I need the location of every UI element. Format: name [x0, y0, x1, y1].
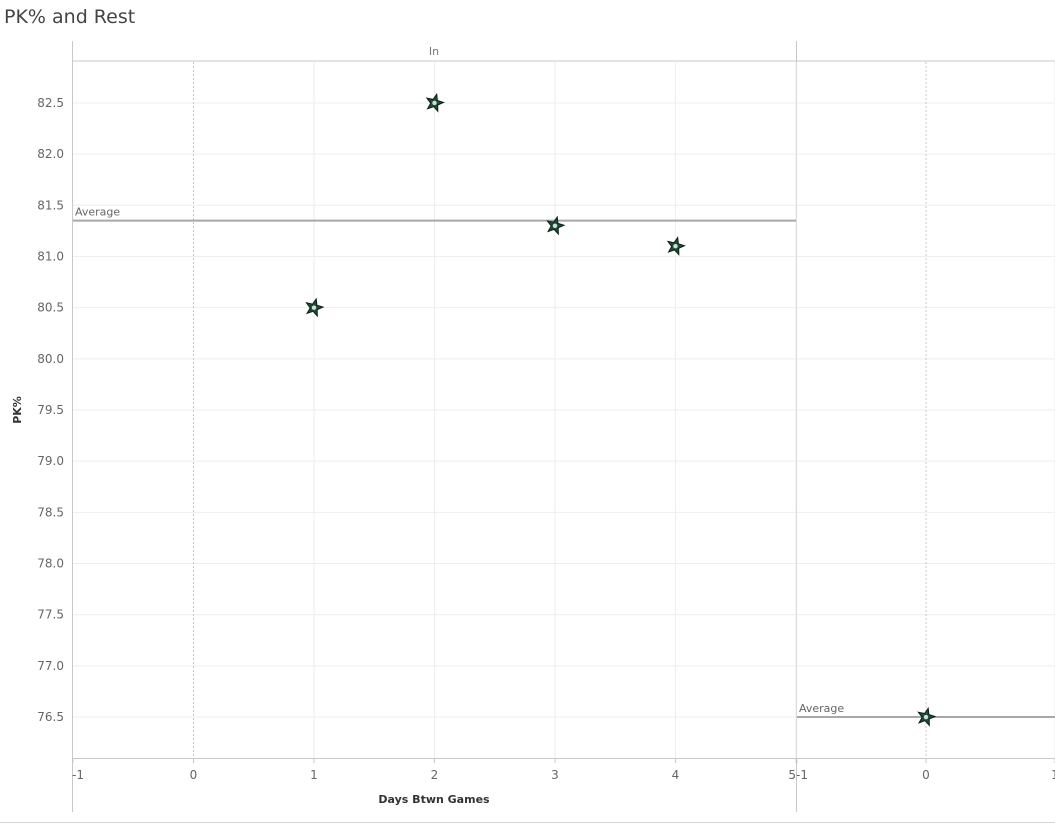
x-axis-label: Days Btwn Games — [378, 793, 490, 806]
x-tick-label: 3 — [551, 768, 559, 782]
y-tick-label: 79.5 — [37, 403, 64, 417]
y-tick-label: 76.5 — [37, 710, 64, 724]
data-point-center — [432, 100, 437, 106]
x-tick-label: -1 — [796, 768, 808, 782]
y-tick-label: 79.0 — [37, 454, 64, 468]
bottom-divider — [0, 822, 1055, 823]
y-axis-label: PK% — [11, 396, 24, 424]
y-tick-label: 80.0 — [37, 352, 64, 366]
y-tick-label: 77.0 — [37, 659, 64, 673]
y-tick-label: 82.0 — [37, 147, 64, 161]
x-tick-label: 1 — [310, 768, 318, 782]
data-point-center — [311, 305, 317, 310]
average-label: Average — [799, 702, 844, 715]
x-tick-label: 0 — [190, 768, 198, 782]
panel-header-label: In — [429, 45, 439, 58]
y-tick-label: 80.5 — [37, 301, 64, 315]
y-tick-label: 78.5 — [37, 505, 64, 519]
data-point-center — [673, 244, 678, 249]
x-tick-label: -1 — [72, 768, 84, 782]
y-tick-label: 82.5 — [37, 96, 64, 110]
x-tick-label: 0 — [922, 768, 930, 782]
chart-title: PK% and Rest — [4, 6, 136, 28]
y-tick-label: 77.5 — [37, 608, 64, 622]
y-tick-label: 78.0 — [37, 557, 64, 571]
x-tick-label: 2 — [431, 768, 439, 782]
average-label: Average — [75, 206, 120, 219]
x-tick-label: 4 — [672, 768, 680, 782]
data-point-center — [552, 223, 558, 228]
data-point-center — [923, 714, 929, 720]
y-tick-label: 81.5 — [37, 198, 64, 212]
x-tick-label: 5 — [788, 768, 796, 782]
x-tick-label: 1 — [1051, 768, 1055, 782]
y-tick-label: 81.0 — [37, 249, 64, 263]
